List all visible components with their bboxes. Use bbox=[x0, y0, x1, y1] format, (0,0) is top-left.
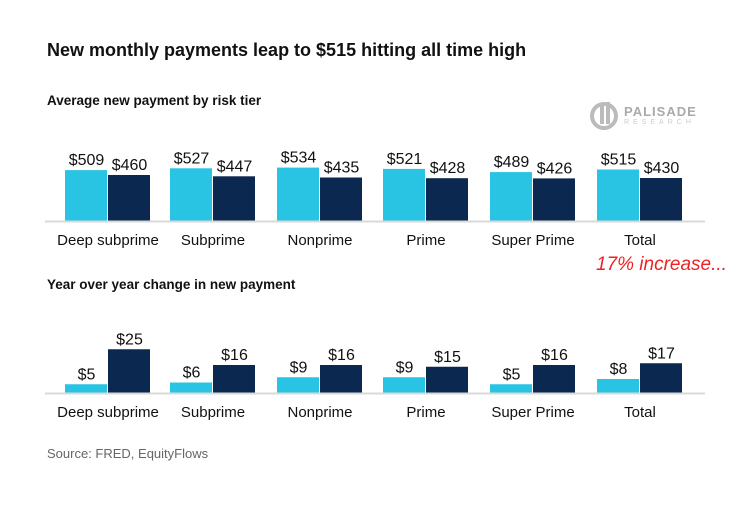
data-label: $5 bbox=[78, 366, 96, 383]
bar-light bbox=[490, 172, 532, 221]
data-label: $16 bbox=[328, 347, 355, 364]
category-label: Deep subprime bbox=[57, 404, 159, 421]
bar-light bbox=[277, 377, 319, 393]
bar-dark bbox=[320, 365, 362, 393]
category-label: Total bbox=[624, 232, 656, 249]
category-label: Total bbox=[624, 404, 656, 421]
bar-light bbox=[597, 379, 639, 393]
bar-dark bbox=[533, 365, 575, 393]
bar-dark bbox=[426, 366, 468, 393]
bar-dark bbox=[640, 178, 682, 221]
bar-light bbox=[597, 169, 639, 221]
bar-light bbox=[383, 168, 425, 221]
logo-sub: RESEARCH bbox=[624, 119, 695, 126]
annotation: 17% increase... bbox=[596, 254, 727, 275]
category-label: Super Prime bbox=[491, 232, 574, 249]
category-label: Prime bbox=[406, 232, 445, 249]
bar-light bbox=[383, 377, 425, 393]
logo-icon bbox=[590, 102, 618, 130]
chart2-title: Year over year change in new payment bbox=[47, 277, 296, 292]
category-label: Nonprime bbox=[287, 232, 352, 249]
category-label: Nonprime bbox=[287, 404, 352, 421]
data-label: $447 bbox=[217, 158, 253, 175]
bar-light bbox=[277, 167, 319, 221]
bar-dark bbox=[108, 175, 150, 221]
bar-light bbox=[170, 382, 212, 393]
bar-light bbox=[490, 384, 532, 393]
data-label: $5 bbox=[503, 366, 521, 383]
data-label: $15 bbox=[434, 349, 461, 366]
chart1-title: Average new payment by risk tier bbox=[47, 93, 262, 108]
category-label: Super Prime bbox=[491, 404, 574, 421]
data-label: $521 bbox=[387, 151, 423, 168]
source-note: Source: FRED, EquityFlows bbox=[47, 446, 209, 461]
data-label: $515 bbox=[601, 152, 637, 169]
data-label: $9 bbox=[290, 359, 308, 376]
chart-title: New monthly payments leap to $515 hittin… bbox=[47, 40, 527, 60]
data-label: $509 bbox=[69, 152, 105, 169]
data-label: $17 bbox=[648, 345, 675, 362]
data-label: $430 bbox=[644, 160, 680, 177]
data-label: $435 bbox=[324, 160, 360, 177]
data-label: $534 bbox=[281, 150, 317, 167]
bar-light bbox=[65, 384, 107, 393]
data-label: $9 bbox=[396, 359, 414, 376]
data-label: $16 bbox=[541, 347, 568, 364]
category-label: Subprime bbox=[181, 404, 245, 421]
bar-dark bbox=[213, 365, 255, 393]
data-label: $527 bbox=[174, 150, 210, 167]
data-label: $426 bbox=[537, 160, 573, 177]
data-label: $6 bbox=[183, 365, 201, 382]
data-label: $16 bbox=[221, 347, 248, 364]
data-label: $460 bbox=[112, 157, 148, 174]
bar-dark bbox=[320, 177, 362, 221]
bar-light bbox=[65, 170, 107, 221]
data-label: $8 bbox=[610, 361, 628, 378]
bar-dark bbox=[108, 349, 150, 393]
category-label: Subprime bbox=[181, 232, 245, 249]
bar-dark bbox=[426, 178, 468, 221]
bar-light bbox=[170, 168, 212, 221]
bar-dark bbox=[533, 178, 575, 221]
category-label: Deep subprime bbox=[57, 232, 159, 249]
data-label: $428 bbox=[430, 160, 466, 177]
data-label: $25 bbox=[116, 331, 143, 348]
data-label: $489 bbox=[494, 154, 530, 171]
logo-name: PALISADE bbox=[624, 104, 697, 119]
bar-dark bbox=[640, 363, 682, 393]
bar-dark bbox=[213, 176, 255, 221]
category-label: Prime bbox=[406, 404, 445, 421]
